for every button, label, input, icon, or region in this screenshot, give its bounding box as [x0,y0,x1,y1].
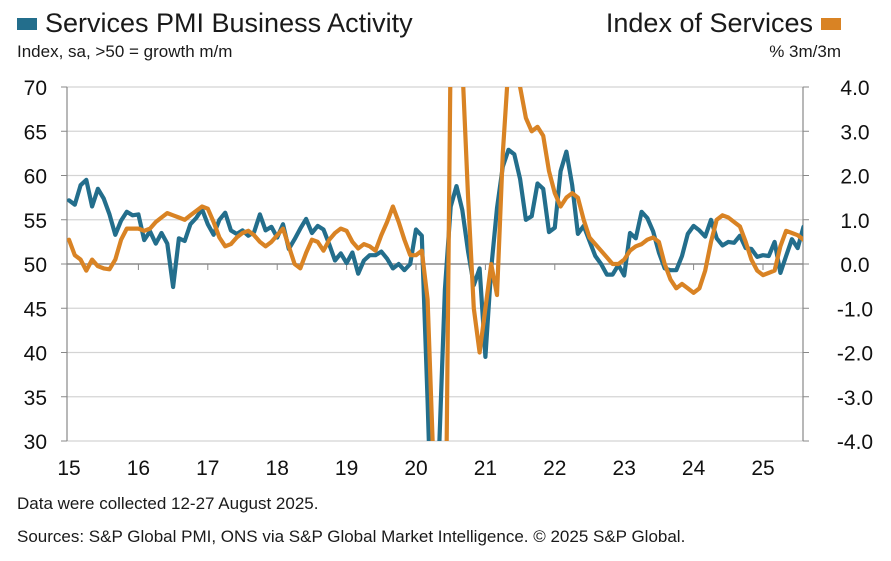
sources-note: Sources: S&P Global PMI, ONS via S&P Glo… [17,527,686,546]
legend-swatch-pmi [17,17,37,30]
series-line-services-pmi [67,147,803,441]
x-tick-label: 21 [474,457,497,480]
right-tick-label: -2.0 [837,343,873,366]
left-tick-label: 30 [24,431,47,454]
left-tick-label: 70 [24,77,47,100]
x-tick-label: 16 [127,457,150,480]
right-tick-label: 2.0 [840,166,869,189]
x-tick-label: 17 [196,457,219,480]
data-collection-note: Data were collected 12-27 August 2025. [17,494,319,513]
left-tick-label: 65 [24,121,47,144]
x-tick-label: 24 [682,457,706,480]
axes [61,86,809,442]
right-tick-label: 1.0 [840,210,869,233]
series-line-index-of-services [67,87,803,441]
left-tick-label: 50 [24,254,47,277]
left-tick-label: 35 [24,387,47,410]
right-tick-label: -1.0 [837,298,873,321]
x-tick-label: 15 [57,457,80,480]
x-tick-label: 19 [335,457,358,480]
right-tick-label: 0.0 [840,254,869,277]
right-tick-label: 4.0 [840,77,869,100]
legend-services-pmi: Services PMI Business Activity [17,8,413,39]
left-tick-label: 60 [24,166,47,189]
left-axis-subtitle: Index, sa, >50 = growth m/m [17,42,233,61]
right-tick-label: 3.0 [840,121,869,144]
x-tick-label: 20 [404,457,427,480]
legend-index-of-services: Index of Services [606,8,841,39]
left-tick-label: 55 [24,210,47,233]
legend-label-ios: Index of Services [605,8,813,38]
legend-label-pmi: Services PMI Business Activity [45,8,413,38]
x-tick-label: 25 [751,457,774,480]
left-tick-label: 40 [24,343,47,366]
tick-labels: 70 65 60 55 50 45 40 35 30 4.0 3.0 2.0 1.0 0.0 -1.0 -2.… [24,77,873,480]
right-tick-label: -4.0 [837,431,873,454]
x-tick-label: 23 [613,457,636,480]
right-tick-label: -3.0 [837,387,873,410]
series-lines [67,87,803,441]
x-tick-label: 22 [543,457,566,480]
left-tick-label: 45 [24,298,47,321]
right-axis-subtitle: % 3m/3m [769,42,841,61]
x-tick-label: 18 [266,457,289,480]
legend-swatch-ios [821,17,841,30]
